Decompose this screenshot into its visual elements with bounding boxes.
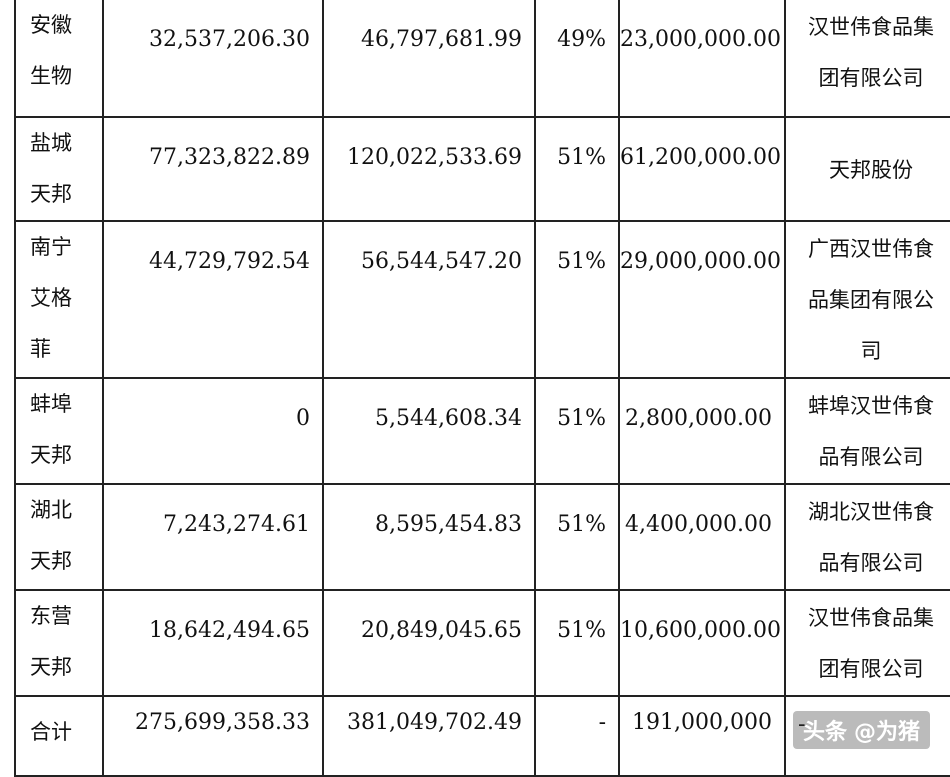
total-value-cell: 381,049,702.49 bbox=[322, 695, 536, 777]
table-row: 湖北 天邦 7,243,274.61 8,595,454.83 51% 4,40… bbox=[14, 483, 950, 591]
value-cell: 5,544,608.34 bbox=[322, 377, 536, 485]
value-cell: 77,323,822.89 bbox=[102, 116, 324, 222]
value-cell: 8,595,454.83 bbox=[322, 483, 536, 591]
owner-cell: 汉世伟食品集 团有限公司 bbox=[784, 589, 950, 697]
percent-cell: 51% bbox=[534, 483, 620, 591]
value-cell: 120,022,533.69 bbox=[322, 116, 536, 222]
percent-cell: 51% bbox=[534, 589, 620, 697]
company-name: 蚌埠 天邦 bbox=[14, 377, 104, 485]
watermark-prefix: 头条 bbox=[802, 720, 847, 745]
owner-cell: 汉世伟食品集 团有限公司 bbox=[784, 0, 950, 118]
value-cell: 2,800,000.00 bbox=[618, 377, 786, 485]
owner-cell: 湖北汉世伟食 品有限公司 bbox=[784, 483, 950, 591]
table-row: 南宁 艾格 菲 44,729,792.54 56,544,547.20 51% … bbox=[14, 220, 950, 379]
watermark: 头条 @为猪 bbox=[792, 711, 930, 749]
total-label: 合计 bbox=[14, 695, 104, 777]
value-cell: 61,200,000.00 bbox=[618, 116, 786, 222]
owner-cell: 天邦股份 bbox=[784, 116, 950, 222]
company-name: 安徽 生物 bbox=[14, 0, 104, 118]
total-value-cell: 191,000,000 bbox=[618, 695, 786, 777]
percent-cell: 51% bbox=[534, 377, 620, 485]
company-name: 南宁 艾格 菲 bbox=[14, 220, 104, 379]
total-percent-cell: - bbox=[534, 695, 620, 777]
value-cell: 29,000,000.00 bbox=[618, 220, 786, 379]
value-cell: 44,729,792.54 bbox=[102, 220, 324, 379]
table-row: 盐城 天邦 77,323,822.89 120,022,533.69 51% 6… bbox=[14, 116, 950, 222]
data-table: 安徽 生物 32,537,206.30 46,797,681.99 49% 23… bbox=[14, 0, 950, 777]
company-name: 盐城 天邦 bbox=[14, 116, 104, 222]
value-cell: 10,600,000.00 bbox=[618, 589, 786, 697]
percent-cell: 51% bbox=[534, 116, 620, 222]
table-row: 蚌埠 天邦 0 5,544,608.34 51% 2,800,000.00 蚌埠… bbox=[14, 377, 950, 485]
table-row: 东营 天邦 18,642,494.65 20,849,045.65 51% 10… bbox=[14, 589, 950, 697]
value-cell: 32,537,206.30 bbox=[102, 0, 324, 118]
value-cell: 23,000,000.00 bbox=[618, 0, 786, 118]
company-name: 东营 天邦 bbox=[14, 589, 104, 697]
percent-cell: 51% bbox=[534, 220, 620, 379]
value-cell: 18,642,494.65 bbox=[102, 589, 324, 697]
value-cell: 56,544,547.20 bbox=[322, 220, 536, 379]
percent-cell: 49% bbox=[534, 0, 620, 118]
table-row: 安徽 生物 32,537,206.30 46,797,681.99 49% 23… bbox=[14, 0, 950, 118]
value-cell: 7,243,274.61 bbox=[102, 483, 324, 591]
watermark-handle: @为猪 bbox=[853, 720, 920, 745]
owner-cell: 蚌埠汉世伟食 品有限公司 bbox=[784, 377, 950, 485]
company-name: 湖北 天邦 bbox=[14, 483, 104, 591]
value-cell: 20,849,045.65 bbox=[322, 589, 536, 697]
value-cell: 46,797,681.99 bbox=[322, 0, 536, 118]
value-cell: 4,400,000.00 bbox=[618, 483, 786, 591]
value-cell: 0 bbox=[102, 377, 324, 485]
total-value-cell: 275,699,358.33 bbox=[102, 695, 324, 777]
owner-cell: 广西汉世伟食 品集团有限公 司 bbox=[784, 220, 950, 379]
